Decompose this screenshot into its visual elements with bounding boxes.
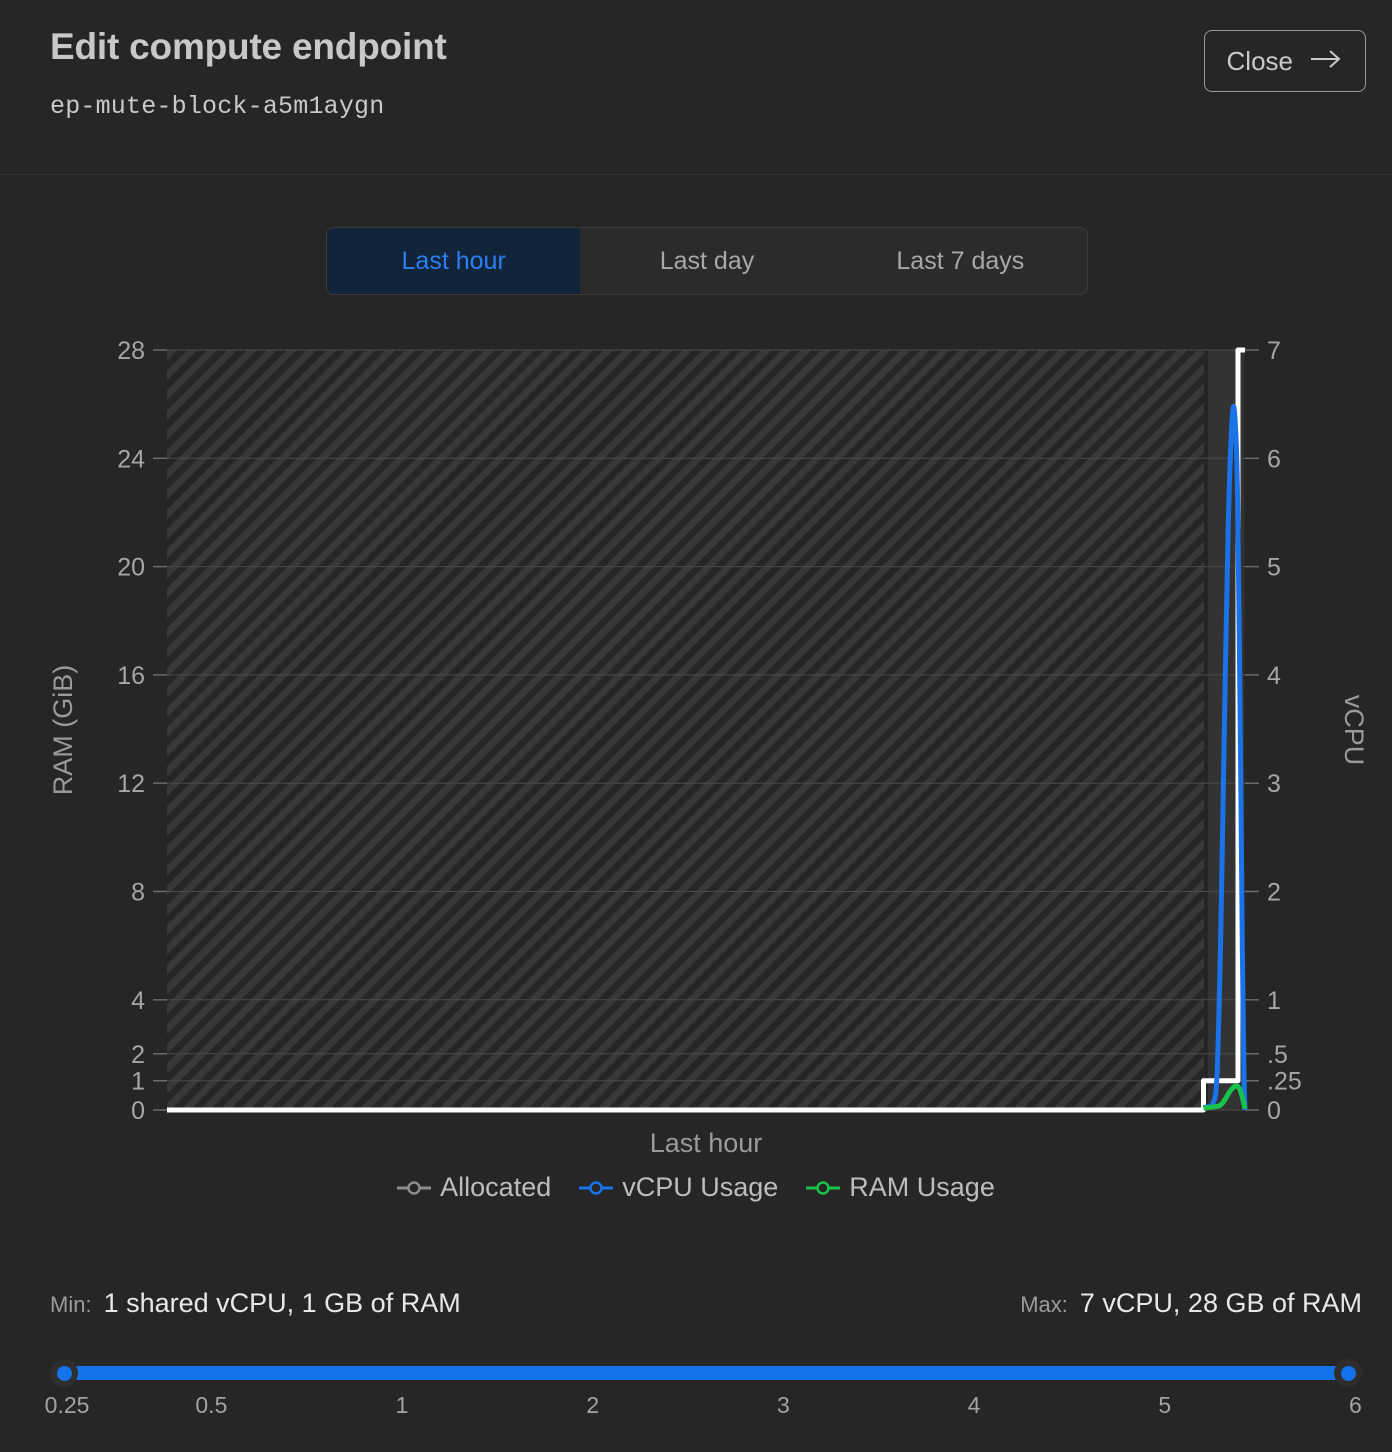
tab-last-7-days[interactable]: Last 7 days xyxy=(896,246,1025,275)
svg-text:.25: .25 xyxy=(1267,1068,1302,1096)
svg-text:3: 3 xyxy=(1267,770,1281,798)
legend-label-allocated: Allocated xyxy=(440,1172,552,1202)
slider-handle-min[interactable] xyxy=(50,1359,78,1387)
svg-text:12: 12 xyxy=(117,770,145,798)
svg-text:.5: .5 xyxy=(1267,1041,1288,1069)
legend-item-ram-usage[interactable]: RAM Usage xyxy=(806,1172,995,1203)
slider-tick-3: 3 xyxy=(777,1392,790,1418)
slider-tick-2: 2 xyxy=(586,1392,600,1418)
slider-tick-4: 4 xyxy=(967,1392,981,1418)
min-limit: Min: 1 shared vCPU, 1 GB of RAM xyxy=(50,1288,461,1319)
legend-marker-icon xyxy=(806,1180,841,1195)
slider-handle-max[interactable] xyxy=(1334,1359,1362,1387)
slider-tick-6: 6 xyxy=(1349,1392,1362,1418)
chart-legend: Allocated vCPU Usage RAM Usage xyxy=(0,1172,1392,1203)
limits-summary: Min: 1 shared vCPU, 1 GB of RAM Max: 7 v… xyxy=(50,1288,1362,1319)
min-value: 1 shared vCPU, 1 GB of RAM xyxy=(103,1288,461,1318)
close-button[interactable]: Close xyxy=(1203,30,1366,92)
svg-text:2: 2 xyxy=(1267,879,1281,907)
time-range-tabs[interactable]: Last hour Last day Last 7 days xyxy=(326,227,1088,295)
arrow-right-icon xyxy=(1309,46,1343,77)
svg-text:0: 0 xyxy=(131,1097,145,1125)
svg-text:4: 4 xyxy=(131,987,145,1015)
page-title: Edit compute endpoint xyxy=(50,26,447,67)
tab-last-day[interactable]: Last day xyxy=(659,246,755,275)
svg-text:1: 1 xyxy=(1267,987,1281,1015)
max-value: 7 vCPU, 28 GB of RAM xyxy=(1079,1288,1362,1318)
slider-track[interactable] xyxy=(50,1366,1362,1380)
y-axis-label: RAM (GiB) xyxy=(48,665,78,796)
tab-last-hour[interactable]: Last hour xyxy=(327,228,581,294)
series-vcpu-usage xyxy=(1202,404,1248,1111)
svg-text:16: 16 xyxy=(117,662,145,690)
min-label: Min: xyxy=(50,1292,92,1317)
svg-text:1: 1 xyxy=(131,1068,145,1096)
svg-text:20: 20 xyxy=(117,554,145,582)
endpoint-id: ep-mute-block-a5m1aygn xyxy=(50,92,385,121)
slider-tick-0.25: 0.25 xyxy=(44,1392,90,1418)
series-ram-usage xyxy=(1203,1083,1248,1111)
svg-text:4: 4 xyxy=(1267,662,1281,690)
svg-text:2: 2 xyxy=(131,1041,145,1069)
svg-text:8: 8 xyxy=(131,879,145,907)
svg-text:7: 7 xyxy=(1267,337,1281,365)
legend-marker-icon xyxy=(579,1180,614,1195)
series-allocated xyxy=(167,347,1245,1113)
slider-tick-1: 1 xyxy=(395,1392,409,1418)
svg-text:24: 24 xyxy=(117,445,145,473)
legend-label-ram-usage: RAM Usage xyxy=(849,1172,995,1202)
close-button-label: Close xyxy=(1226,45,1293,76)
slider-tick-5: 5 xyxy=(1158,1392,1172,1418)
dialog-header: Edit compute endpoint ep-mute-block-a5m1… xyxy=(0,0,1392,175)
max-limit: Max: 7 vCPU, 28 GB of RAM xyxy=(1020,1288,1362,1319)
usage-chart[interactable]: 0 1 2 4 8 12 16 20 24 28 0.25.5 1 2 3 4 5 6 7 RAM (GiB) vCP… xyxy=(0,320,1392,1180)
slider-tick-0.5: 0.5 xyxy=(195,1392,228,1418)
svg-text:6: 6 xyxy=(1267,445,1281,473)
legend-marker-icon xyxy=(397,1180,432,1195)
legend-label-vcpu-usage: vCPU Usage xyxy=(622,1172,779,1202)
legend-item-allocated[interactable]: Allocated xyxy=(397,1172,551,1203)
legend-item-vcpu-usage[interactable]: vCPU Usage xyxy=(579,1172,778,1203)
svg-text:28: 28 xyxy=(117,337,145,365)
compute-range-slider[interactable] xyxy=(50,1352,1362,1398)
y2-axis-label: vCPU xyxy=(1339,695,1369,766)
svg-text:0: 0 xyxy=(1267,1097,1281,1125)
svg-text:5: 5 xyxy=(1267,554,1281,582)
max-label: Max: xyxy=(1020,1292,1068,1317)
x-axis-label: Last hour xyxy=(650,1128,763,1158)
